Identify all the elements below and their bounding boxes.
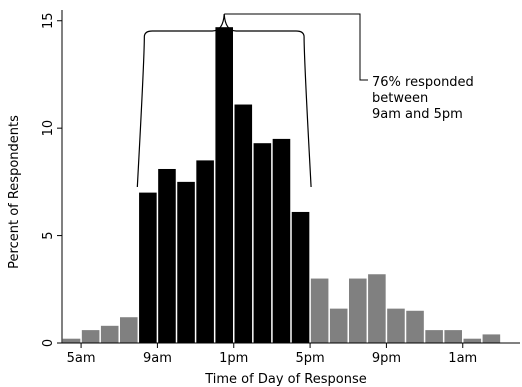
bar	[81, 330, 100, 343]
bar	[100, 325, 119, 343]
y-tick-label: 15	[41, 12, 56, 29]
annotation-text: between	[372, 91, 428, 106]
callout-line	[224, 13, 368, 81]
bars	[62, 27, 501, 343]
bar	[310, 278, 329, 343]
y-tick-label: 5	[41, 231, 56, 239]
bar	[482, 334, 501, 343]
x-tick-label: 5am	[67, 351, 96, 366]
bar	[272, 138, 291, 343]
bar	[349, 278, 367, 343]
bar	[196, 160, 214, 343]
bar	[139, 192, 157, 343]
range-brace	[136, 13, 312, 188]
bar	[120, 317, 138, 343]
y-tick-label: 0	[41, 339, 56, 347]
bar	[368, 274, 386, 343]
x-axis-label: Time of Day of Response	[204, 372, 367, 387]
bar	[158, 168, 176, 343]
axes: 0 5 10 15 5am 9am 1pm 5pm 9pm 1am	[41, 10, 520, 366]
x-tick-label: 5pm	[295, 351, 324, 366]
x-tick-label: 9pm	[372, 351, 401, 366]
y-tick-label: 10	[41, 120, 56, 137]
bar	[177, 181, 195, 343]
x-tick-label: 1am	[448, 351, 477, 366]
bar	[62, 338, 81, 343]
bar	[425, 330, 443, 343]
annotation-text: 9am and 5pm	[372, 107, 463, 122]
x-tick-label: 9am	[143, 351, 172, 366]
bar	[444, 330, 462, 343]
bar	[406, 310, 424, 343]
bar	[463, 338, 482, 343]
bar	[387, 308, 405, 343]
bar	[329, 308, 348, 343]
bar	[234, 104, 253, 343]
bar	[215, 27, 233, 343]
bar	[253, 143, 272, 343]
bar	[291, 211, 310, 343]
x-tick-label: 1pm	[219, 351, 248, 366]
y-axis-label: Percent of Respondents	[7, 115, 22, 269]
annotation-text: 76% responded	[372, 75, 474, 90]
